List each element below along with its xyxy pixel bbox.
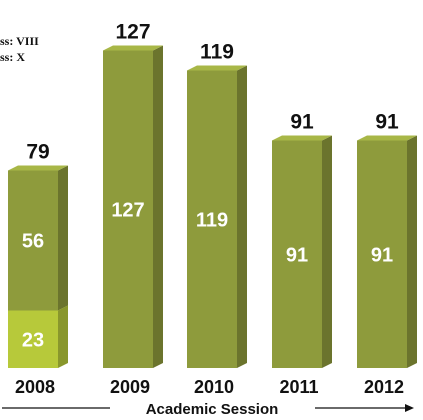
bar-2009-s1-side — [153, 45, 163, 368]
bar-2009-total-label: 127 — [115, 21, 150, 44]
legend-entry-1: ss: VIII — [0, 34, 39, 48]
bar-2010-s1-label: 119 — [196, 209, 228, 231]
bar-2008-s1-side — [58, 165, 68, 311]
bar-2012-s1-label: 91 — [371, 244, 393, 266]
x-tick-2011: 2011 — [279, 377, 318, 397]
legend: ss: VIII ss: X — [0, 34, 39, 64]
bar-2010-s1-front — [187, 70, 237, 368]
bar-2009-s1-label: 127 — [111, 199, 144, 221]
bar-2010-s1-side — [237, 65, 247, 368]
bar-2011-s1-label: 91 — [286, 244, 308, 266]
bar-2011-s1-side — [322, 135, 332, 368]
legend-entry-2: ss: X — [0, 50, 25, 64]
bar-2012-total-label: 91 — [375, 111, 399, 134]
bar-2008-total-label: 79 — [26, 141, 49, 164]
bar-2010-total-label: 119 — [200, 41, 234, 64]
bar-2008-s0-front — [8, 310, 58, 368]
x-tick-2009: 2009 — [110, 377, 150, 397]
x-axis: Academic Session — [2, 401, 414, 418]
x-tick-2010: 2010 — [194, 377, 234, 397]
axis-arrow-icon — [405, 404, 414, 412]
bar-2009-s1-front — [103, 50, 153, 368]
bar-2011-s1-front — [272, 140, 322, 368]
bar-2009-s1-top — [103, 45, 163, 51]
bars-group: 23 56 79 2008 127 127 2009 119 119 2010 91 91 2011 91… — [8, 21, 417, 397]
bar-2011-s1-top — [272, 135, 332, 141]
bar-2010-s1-top — [187, 65, 247, 71]
bar-2008-s0-side — [58, 305, 68, 368]
bar-2008-s1-front — [8, 170, 58, 311]
bar-2012-s1-top — [357, 135, 417, 141]
bar-2011-total-label: 91 — [290, 111, 314, 134]
x-tick-2012: 2012 — [364, 377, 404, 397]
bar-2008-s0-label: 23 — [22, 329, 44, 351]
x-axis-title: Academic Session — [146, 401, 279, 418]
bar-2012-s1-side — [407, 135, 417, 368]
bar-2008-s1-top — [8, 165, 68, 171]
bar-2008-s1-label: 56 — [22, 231, 44, 253]
bar-2012-s1-front — [357, 140, 407, 368]
x-tick-2008: 2008 — [15, 377, 55, 397]
